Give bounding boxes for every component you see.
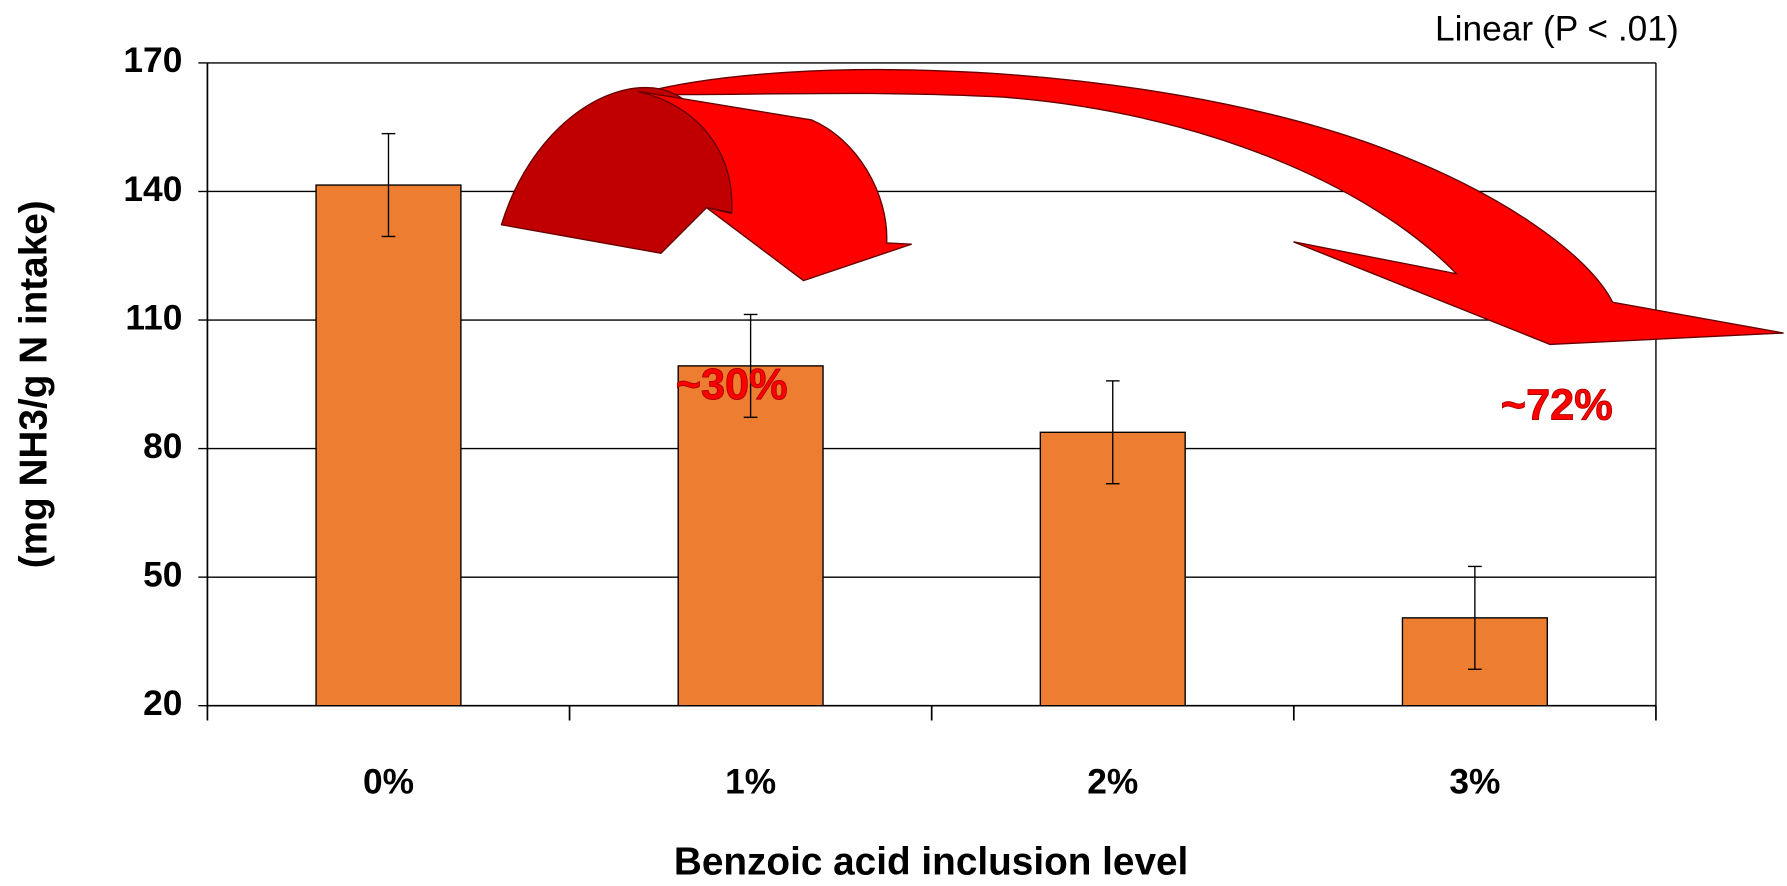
y-tick-label: 110: [125, 298, 182, 337]
plot-area: 20 50 80 110 140 170 0% 1% 2% 3%: [123, 41, 1656, 801]
annotation: ~30%: [676, 361, 788, 409]
chart: (mg NH3/g N intake) Benzoic acid inclusi…: [0, 0, 1787, 886]
x-tick-label: 1%: [725, 763, 776, 802]
x-tick-label: 3%: [1449, 763, 1500, 802]
bar: [316, 185, 461, 706]
y-tick-label: 50: [143, 555, 182, 594]
x-tick-label: 0%: [363, 763, 414, 802]
y-axis-title: (mg NH3/g N intake): [13, 200, 56, 568]
annotation: Linear (P < .01): [1435, 9, 1679, 48]
y-tick-label: 140: [123, 170, 182, 209]
y-tick-label: 80: [143, 427, 182, 466]
y-tick-label: 20: [143, 684, 182, 723]
arrows: [501, 70, 1783, 345]
x-tick-label: 2%: [1087, 763, 1138, 802]
x-axis-title: Benzoic acid inclusion level: [674, 840, 1188, 883]
y-tick-label: 170: [123, 41, 182, 80]
annotation: ~72%: [1501, 382, 1613, 430]
